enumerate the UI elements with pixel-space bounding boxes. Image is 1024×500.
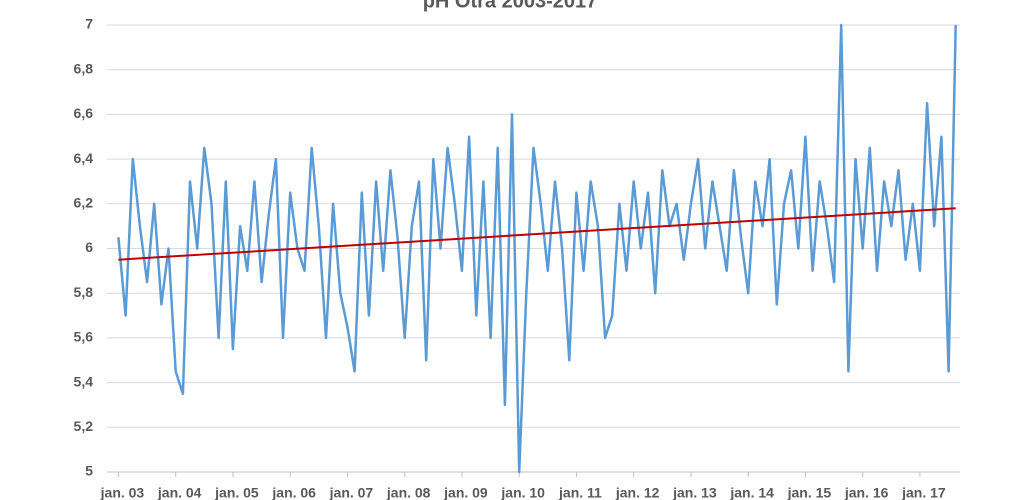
x-tick-label: jan. 12 (615, 485, 660, 500)
y-tick-label: 6 (85, 239, 93, 255)
trend-line (118, 207, 956, 261)
x-tick-label: jan. 04 (157, 485, 202, 500)
y-tick-label: 6,8 (74, 60, 94, 76)
y-tick-label: 5,4 (74, 373, 94, 389)
x-tick-label: jan. 13 (672, 485, 717, 500)
x-tick-label: jan. 09 (443, 485, 488, 500)
x-tick-label: jan. 17 (901, 485, 946, 500)
x-tick-label: jan. 03 (100, 485, 145, 500)
y-tick-label: 7 (85, 16, 93, 32)
y-tick-label: 5 (85, 463, 93, 479)
x-tick-label: jan. 10 (500, 485, 545, 500)
y-tick-label: 6,2 (74, 195, 94, 211)
y-tick-label: 5,8 (74, 284, 94, 300)
x-tick-label: jan. 07 (329, 485, 374, 500)
x-tick-label: jan. 05 (214, 485, 259, 500)
x-tick-label: jan. 11 (558, 485, 602, 500)
x-tick-label: jan. 15 (787, 485, 832, 500)
y-tick-label: 6,4 (74, 150, 94, 166)
x-tick-label: jan. 06 (271, 485, 316, 500)
data-line (117, 23, 957, 474)
x-tick-label: jan. 16 (844, 485, 889, 500)
y-tick-label: 5,2 (74, 418, 94, 434)
y-tick-label: 5,6 (74, 329, 94, 345)
y-tick-label: 6,6 (74, 105, 94, 121)
x-tick-label: jan. 08 (386, 485, 431, 500)
x-tick-label: jan. 14 (729, 485, 774, 500)
chart-title: pH Otra 2003-2017 (423, 0, 598, 12)
